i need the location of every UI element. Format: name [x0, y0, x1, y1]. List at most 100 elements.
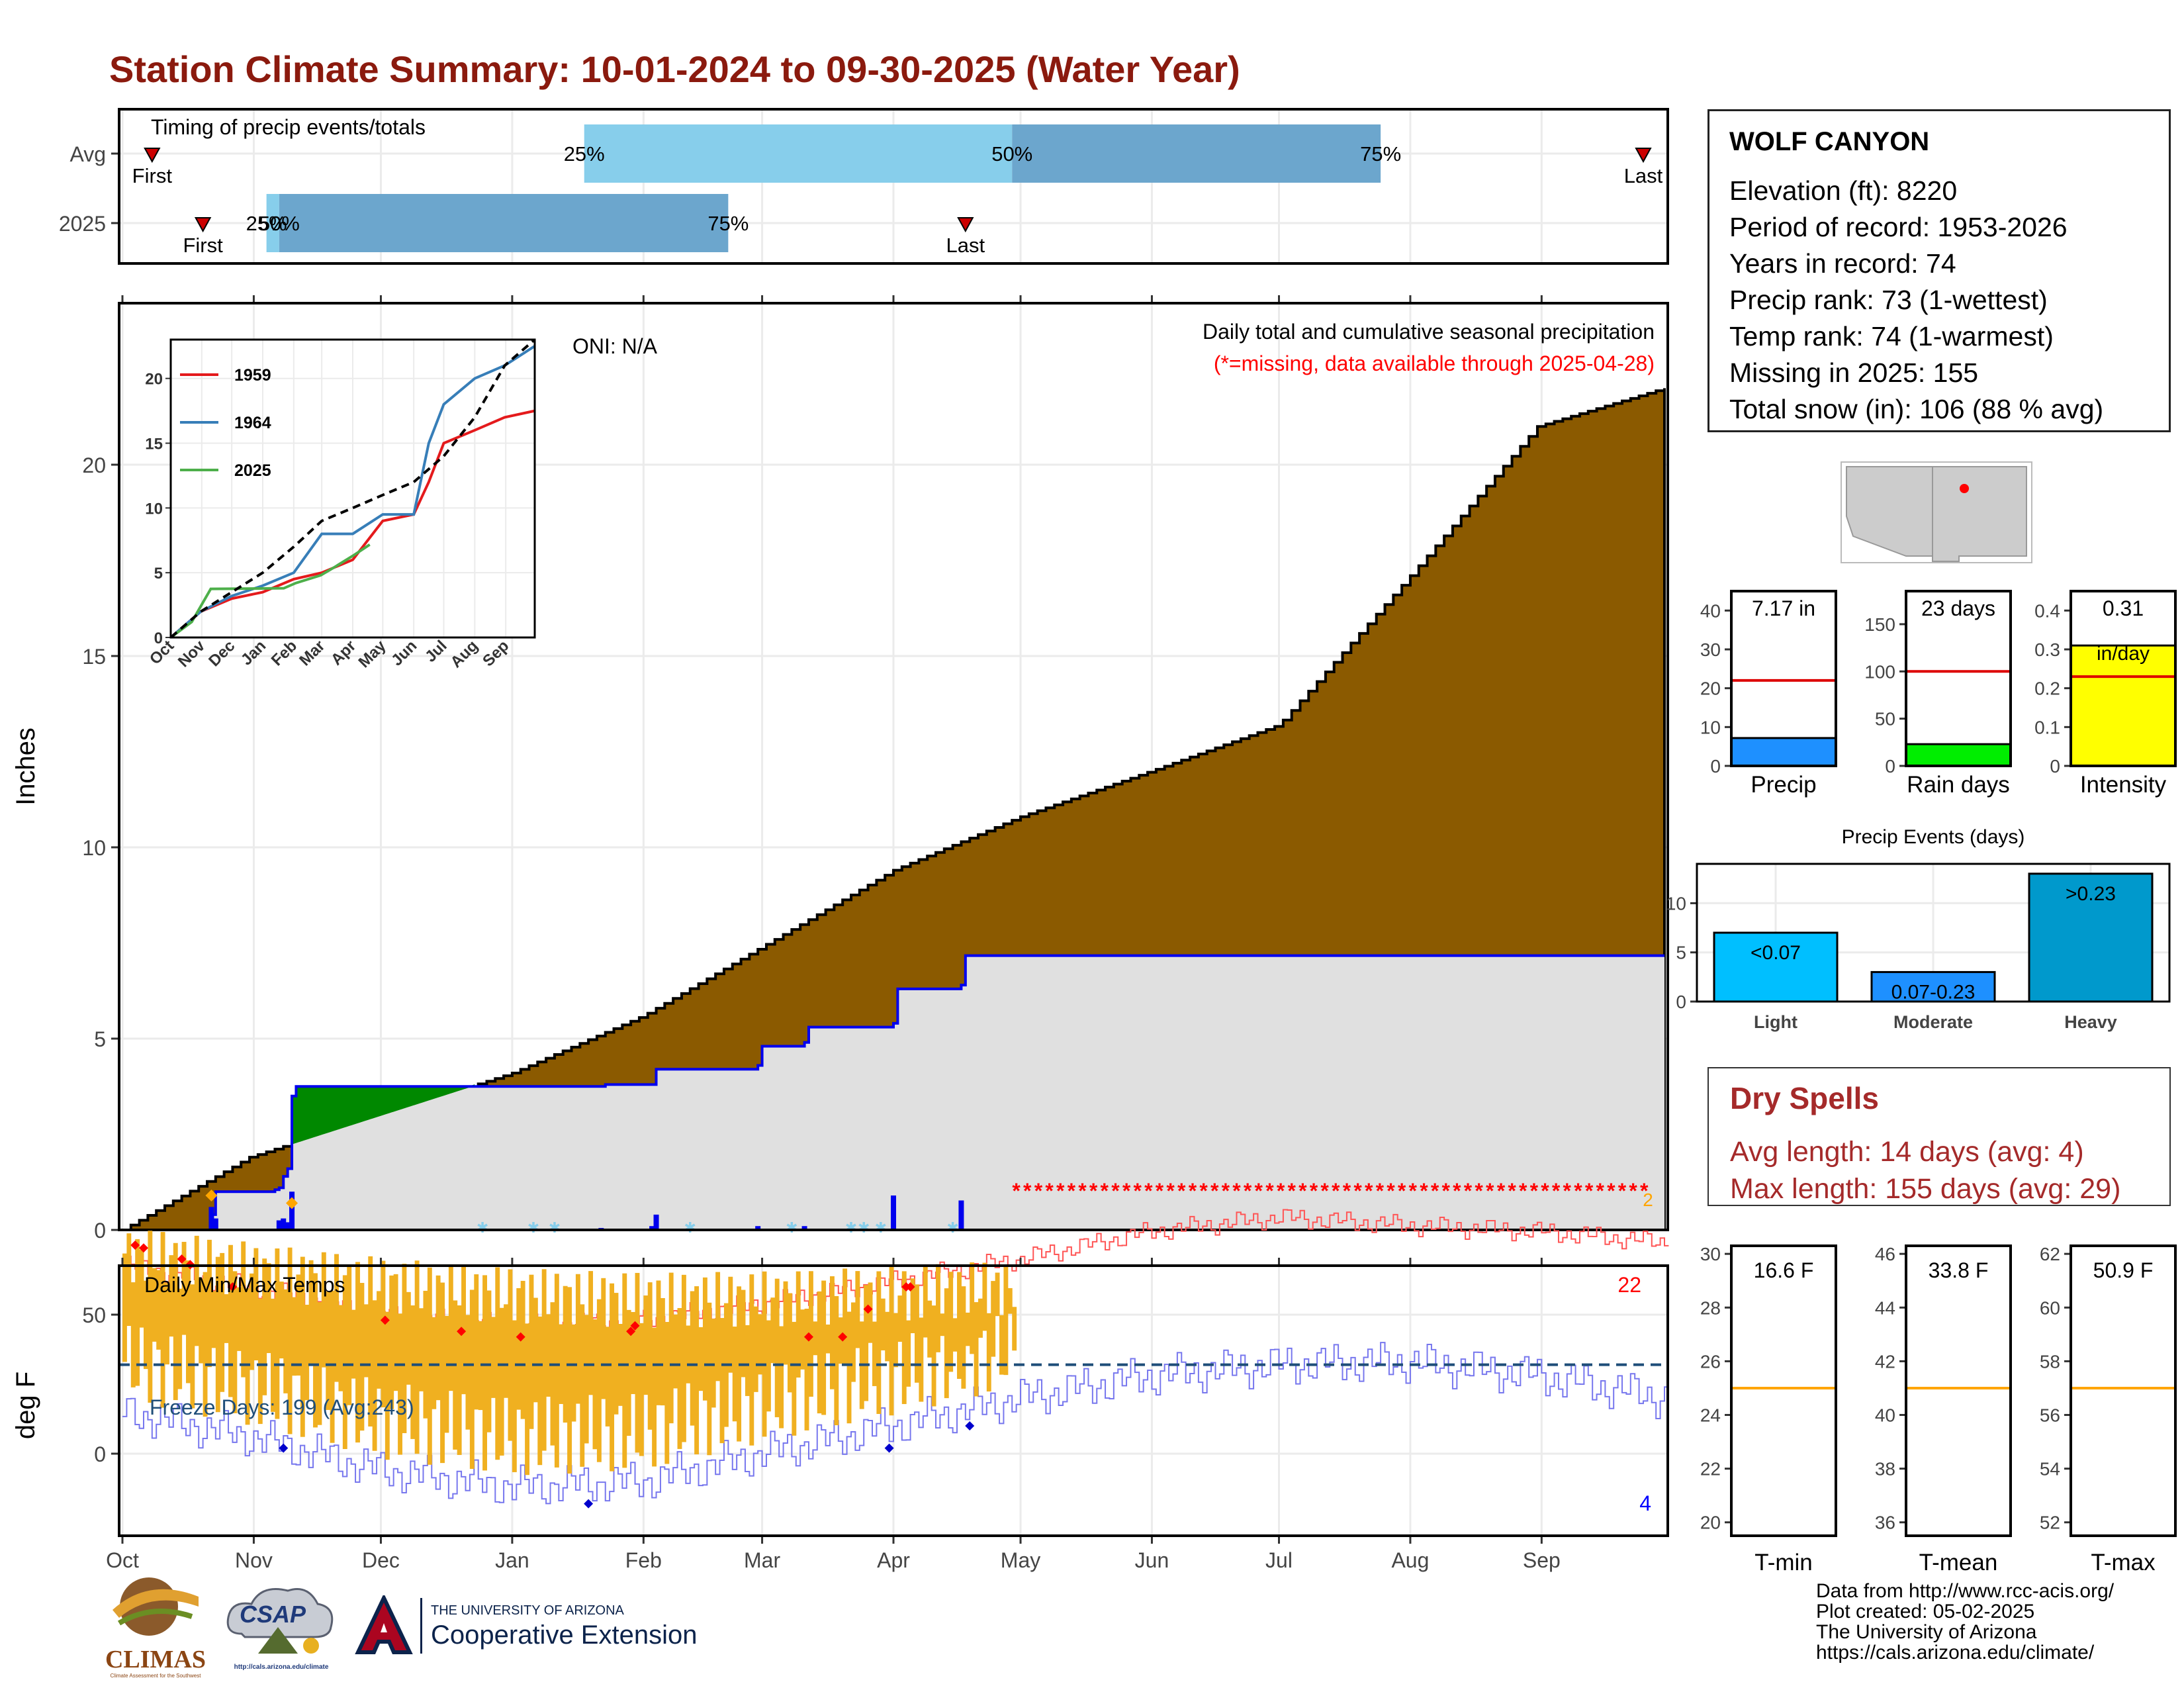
- summary-value-bar: [1905, 743, 2012, 767]
- dry-spells-avg: Avg length: 14 days (avg: 4): [1730, 1136, 2084, 1168]
- missing-marker: *: [1585, 1179, 1594, 1203]
- events-category-label: Heavy: [2064, 1012, 2117, 1032]
- summary-y-tick-label: 30: [1700, 639, 1721, 660]
- daily-temp-bar: [635, 1272, 640, 1453]
- missing-marker: *: [1298, 1179, 1307, 1203]
- precip-annotation-missing: (*=missing, data available through 2025-…: [1214, 352, 1655, 375]
- timing-bar-q50-q75: [1012, 124, 1381, 183]
- daily-temp-bar: [707, 1302, 712, 1456]
- daily-temp-bar: [592, 1319, 598, 1450]
- temp-summary-y-tick-label: 24: [1700, 1405, 1721, 1426]
- daily-temp-bar: [694, 1286, 700, 1455]
- daily-temp-bar: [584, 1315, 589, 1444]
- daily-temp-bar: [686, 1325, 691, 1383]
- inset-legend-label: 1964: [234, 414, 271, 432]
- daily-temp-bar: [563, 1286, 568, 1423]
- missing-marker: *: [1122, 1179, 1131, 1203]
- daily-temp-bar: [643, 1295, 649, 1395]
- missing-marker: *: [1618, 1179, 1627, 1203]
- temp-summary-y-tick-label: 62: [2040, 1244, 2060, 1264]
- missing-marker: *: [1244, 1179, 1252, 1203]
- station-years: Years in record: 74: [1729, 248, 1956, 279]
- daily-temp-bar: [546, 1314, 551, 1397]
- daily-temp-bar: [372, 1300, 377, 1451]
- missing-marker: *: [1530, 1179, 1539, 1203]
- daily-temp-bar: [571, 1324, 576, 1422]
- ua-top-text: THE UNIVERSITY OF ARIZONA: [431, 1603, 624, 1618]
- daily-temp-bar: [410, 1305, 416, 1439]
- daily-temp-bar: [440, 1282, 445, 1464]
- climas-subtitle: Climate Assessment for the Southwest: [110, 1673, 201, 1679]
- university-a-icon: [355, 1595, 413, 1654]
- missing-marker: *: [1133, 1179, 1142, 1203]
- daily-temp-bar: [355, 1262, 360, 1443]
- record-high-count: 22: [1617, 1273, 1641, 1297]
- daily-temp-bar: [283, 1289, 289, 1393]
- missing-marker: *: [1012, 1179, 1021, 1203]
- events-bar-label: >0.23: [2066, 883, 2116, 905]
- daily-temp-bar: [965, 1312, 970, 1346]
- timing-bar-q25-q50: [266, 194, 279, 252]
- missing-marker: *: [1475, 1179, 1483, 1203]
- daily-temp-bar: [749, 1274, 754, 1446]
- temp-summary-label: T-min: [1754, 1550, 1813, 1575]
- events-y-tick-label: 5: [1676, 943, 1686, 963]
- record-high-marker-icon: [838, 1332, 848, 1342]
- daily-temp-bar: [842, 1268, 848, 1366]
- daily-temp-bar: [817, 1291, 822, 1414]
- summary-value-label: 0.31: [2103, 596, 2144, 620]
- temp-summary-y-tick-label: 42: [1875, 1351, 1895, 1372]
- snow-icon: ✱: [845, 1219, 857, 1236]
- summary-y-tick-label: 0: [2050, 756, 2060, 776]
- timing-marker-icon: [144, 148, 161, 164]
- inset-y-tick-label: 0: [154, 630, 163, 647]
- daily-temp-bar: [753, 1306, 758, 1392]
- daily-temp-bar: [948, 1272, 954, 1372]
- daily-temp-bar: [250, 1273, 254, 1370]
- record-high-marker-icon: [228, 1282, 238, 1291]
- daily-temp-bar: [728, 1276, 733, 1373]
- daily-temp-bar: [944, 1288, 949, 1399]
- timing-pct-label: 50%: [259, 212, 300, 235]
- daily-temp-bar: [232, 1271, 238, 1413]
- daily-temp-bar: [974, 1302, 979, 1397]
- snow-icon: ✱: [477, 1219, 488, 1236]
- daily-temp-bar: [207, 1239, 212, 1368]
- summary-y-tick-label: 0.2: [2034, 679, 2060, 699]
- events-title: Precip Events (days): [1842, 826, 2025, 848]
- daily-temp-bar: [469, 1289, 475, 1469]
- missing-marker: *: [1387, 1179, 1395, 1203]
- temp-summary-y-tick-label: 40: [1875, 1405, 1895, 1426]
- summary-panel-frame: [1730, 590, 1837, 767]
- daily-temp-bar: [474, 1274, 479, 1410]
- temp-summary-frame: [2070, 1244, 2177, 1537]
- daily-temp-bar: [432, 1317, 437, 1409]
- inset-frame: [169, 338, 536, 639]
- month-label: Nov: [235, 1548, 273, 1572]
- missing-marker: *: [1441, 1179, 1450, 1203]
- daily-temp-bar: [406, 1291, 411, 1385]
- temp-summary-value-label: 50.9 F: [2093, 1258, 2154, 1282]
- avg-tmin-line: [122, 1342, 1669, 1505]
- events-category-label: Light: [1754, 1012, 1797, 1032]
- daily-temp-bar: [385, 1311, 390, 1460]
- summary-panel-label: Intensity: [2080, 772, 2167, 798]
- daily-temp-bar: [271, 1298, 275, 1412]
- daily-temp-bar: [359, 1283, 365, 1431]
- month-label: Apr: [877, 1548, 910, 1572]
- record-low-marker-icon: [884, 1443, 894, 1453]
- daily-temp-bar: [995, 1272, 1000, 1317]
- credit-source: Data from http://www.rcc-acis.org/: [1816, 1580, 2115, 1602]
- record-high-marker-icon: [177, 1254, 187, 1264]
- record-high-marker-icon: [457, 1327, 467, 1336]
- temp-summary-y-tick-label: 44: [1875, 1297, 1895, 1318]
- daily-temp-bar: [610, 1283, 615, 1472]
- summary-y-tick-label: 40: [1700, 600, 1721, 621]
- temp-summary-y-tick-label: 30: [1700, 1244, 1721, 1264]
- daily-temp-bar: [245, 1288, 250, 1425]
- events-category-label: Moderate: [1893, 1012, 1973, 1032]
- temp-summary-bg: [2071, 1246, 2175, 1536]
- missing-marker: *: [1365, 1179, 1373, 1203]
- daily-temp-bar: [152, 1268, 157, 1342]
- credit-university: The University of Arizona: [1816, 1621, 2037, 1643]
